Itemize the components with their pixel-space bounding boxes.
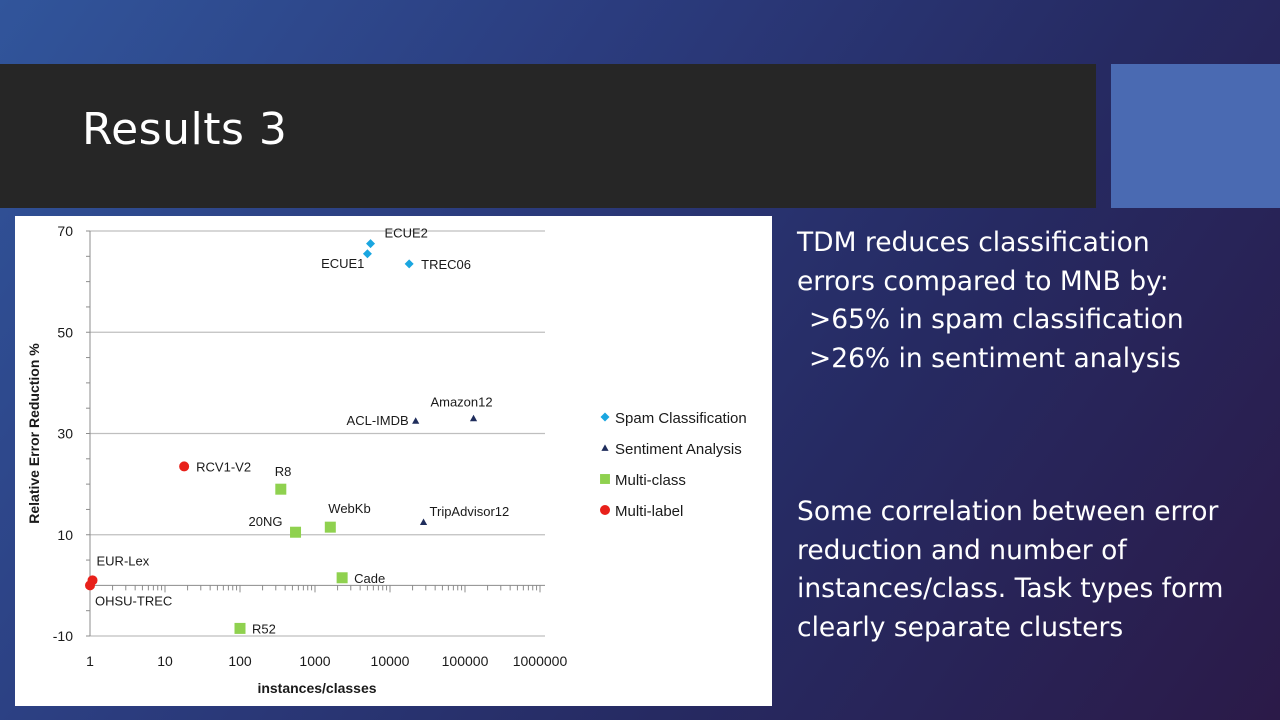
x-tick-label: 100 bbox=[228, 653, 252, 669]
data-point-circle bbox=[85, 580, 95, 591]
text-paragraph-2: Some correlation between error reduction… bbox=[797, 496, 1224, 643]
data-point-square bbox=[290, 526, 302, 538]
data-point-square bbox=[234, 622, 246, 634]
text-body: TDM reduces classification errors compar… bbox=[797, 224, 1267, 647]
x-tick-label: 1000000 bbox=[513, 653, 568, 669]
data-point-square bbox=[336, 572, 348, 584]
x-axis-title: instances/classes bbox=[257, 680, 376, 696]
legend-entry: Sentiment Analysis bbox=[615, 441, 742, 458]
x-tick-label: 1000 bbox=[299, 653, 330, 669]
data-label: Amazon12 bbox=[430, 394, 492, 409]
slide-title: Results 3 bbox=[82, 104, 288, 155]
data-point-diamond bbox=[362, 249, 372, 259]
data-label: TripAdvisor12 bbox=[430, 504, 510, 519]
data-label: R8 bbox=[275, 464, 292, 479]
legend-entry: Spam Classification bbox=[615, 410, 747, 427]
y-tick-label: -10 bbox=[53, 628, 73, 644]
text-line-2: errors compared to MNB by: bbox=[797, 265, 1169, 297]
data-label: ECUE2 bbox=[385, 226, 428, 241]
accent-box bbox=[1111, 64, 1280, 208]
x-tick-label: 1 bbox=[86, 653, 94, 669]
y-tick-label: 70 bbox=[57, 223, 73, 239]
y-tick-label: 30 bbox=[57, 426, 73, 442]
data-point-square bbox=[324, 521, 336, 533]
data-label: 20NG bbox=[249, 514, 283, 529]
data-point-circle bbox=[179, 461, 190, 472]
scatter-chart: -10 10 30 50 70 1 10 100 1000 10000 100000 1000000 i… bbox=[26, 223, 747, 696]
title-bar bbox=[0, 64, 1096, 208]
data-label: WebKb bbox=[328, 501, 370, 516]
data-point-triangle bbox=[469, 414, 478, 422]
data-label: Cade bbox=[354, 571, 385, 586]
data-point-triangle bbox=[601, 444, 609, 451]
data-point-triangle bbox=[412, 417, 420, 424]
data-label: EUR-Lex bbox=[97, 553, 150, 568]
x-tick-label: 100000 bbox=[442, 653, 489, 669]
data-label: OHSU-TREC bbox=[95, 593, 172, 608]
legend-entry: Multi-class bbox=[615, 472, 686, 489]
y-tick-label: 10 bbox=[57, 527, 73, 543]
text-line-4: >26% in sentiment analysis bbox=[809, 342, 1181, 374]
data-label: ACL-IMDB bbox=[347, 413, 409, 428]
data-label: TREC06 bbox=[421, 257, 471, 272]
x-tick-label: 10 bbox=[157, 653, 173, 669]
data-label: R52 bbox=[252, 621, 276, 636]
data-label: RCV1-V2 bbox=[196, 459, 251, 474]
data-point-diamond bbox=[366, 239, 376, 249]
chart-panel: -10 10 30 50 70 1 10 100 1000 10000 100000 1000000 i… bbox=[15, 216, 772, 706]
data-point-triangle bbox=[419, 518, 428, 525]
legend-entry: Multi-label bbox=[615, 503, 683, 520]
y-axis-title: Relative Error Reduction % bbox=[26, 343, 42, 524]
data-point-square bbox=[275, 483, 287, 495]
data-point-diamond bbox=[404, 259, 414, 269]
text-line-3: >65% in spam classification bbox=[809, 304, 1184, 335]
data-point-circle bbox=[600, 505, 610, 515]
text-line-1: TDM reduces classification bbox=[797, 227, 1150, 258]
x-tick-label: 10000 bbox=[371, 653, 410, 669]
data-point-square bbox=[600, 474, 610, 484]
data-point-diamond bbox=[600, 412, 610, 422]
data-label: ECUE1 bbox=[321, 256, 364, 271]
y-tick-label: 50 bbox=[57, 324, 73, 340]
